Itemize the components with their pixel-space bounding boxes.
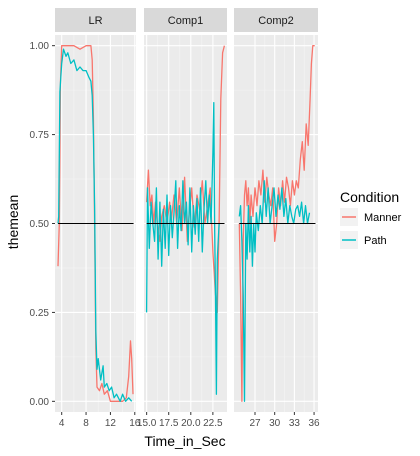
legend-item-manner: Manner — [340, 208, 402, 226]
facet-panel-comp1: Comp1 15.0 17.5 20.0 22.5 — [137, 8, 227, 429]
legend-item-path: Path — [340, 231, 387, 249]
facet-panel-comp2: Comp2 27 30 33 36 — [234, 8, 320, 429]
y-tick-label: 0.75 — [30, 130, 50, 141]
x-tick-label: 27 — [249, 418, 261, 429]
x-tick-label: 22.5 — [203, 418, 223, 429]
legend-title: Condition — [340, 189, 399, 205]
y-tick-label: 0.50 — [30, 219, 50, 230]
legend-label: Path — [364, 235, 387, 247]
facet-panel-lr: LR 4 8 12 16 — [55, 8, 141, 429]
series-line-path — [57, 48, 133, 402]
facet-strip — [55, 8, 136, 32]
facet-strip — [234, 8, 318, 32]
facet-strip-label: Comp1 — [168, 15, 203, 27]
legend: Condition Manner Path — [340, 189, 402, 249]
y-axis: 0.00 0.25 0.50 0.75 1.00 — [30, 41, 55, 408]
x-tick-label: 15.0 — [137, 418, 157, 429]
x-tick-label: 20.0 — [181, 418, 201, 429]
facet-strip — [144, 8, 227, 32]
y-tick-label: 1.00 — [30, 41, 50, 52]
x-tick-label: 33 — [289, 418, 301, 429]
legend-label: Manner — [364, 212, 402, 224]
y-tick-label: 0.00 — [30, 397, 50, 408]
x-tick-label: 8 — [83, 418, 89, 429]
panels-layer: LR 4 8 12 16 Comp1 15.0 17.5 20.0 22.5 Comp2 27 30 33… — [55, 8, 320, 429]
x-tick-label: 12 — [105, 418, 117, 429]
x-tick-label: 4 — [59, 418, 65, 429]
y-axis-title: themean — [5, 195, 21, 249]
x-tick-label: 36 — [309, 418, 321, 429]
series-line-manner — [238, 45, 315, 402]
facet-strip-label: Comp2 — [258, 15, 293, 27]
x-tick-label: 16 — [129, 418, 141, 429]
x-axis-title: Time_in_Sec — [144, 433, 225, 449]
facet-strip-label: LR — [88, 15, 102, 27]
x-tick-label: 17.5 — [159, 418, 179, 429]
x-tick-label: 30 — [269, 418, 281, 429]
y-tick-label: 0.25 — [30, 308, 50, 319]
